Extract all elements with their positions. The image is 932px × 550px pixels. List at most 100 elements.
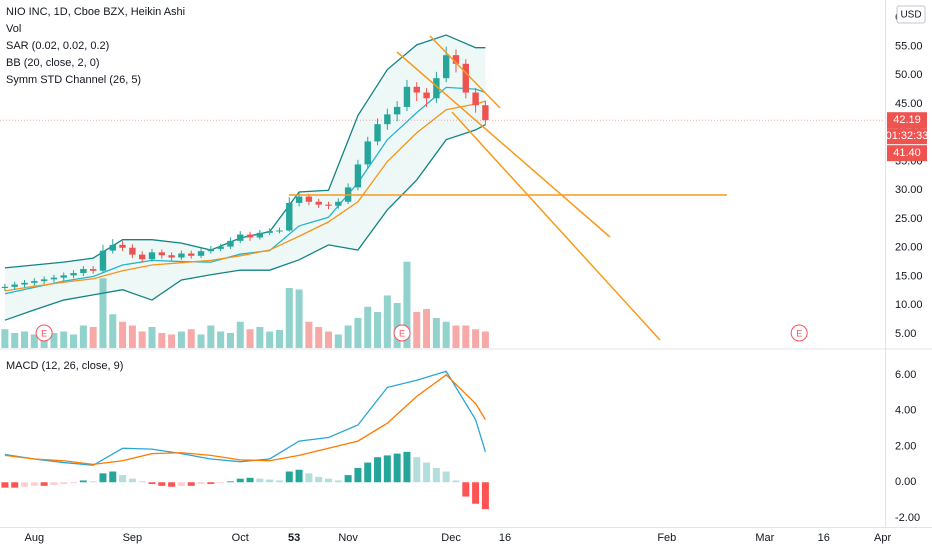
histogram-bar: [50, 482, 58, 485]
y-tick-label: 6.00: [895, 369, 916, 381]
histogram-bar: [40, 482, 48, 486]
y-tick-label: 5.00: [895, 328, 916, 340]
histogram-bar: [128, 478, 136, 483]
candle-body: [70, 273, 77, 276]
histogram-bar: [472, 482, 480, 504]
volume-bar: [334, 334, 342, 348]
x-tick-label: Feb: [657, 532, 676, 544]
histogram-bar: [462, 482, 470, 497]
candle-body: [50, 277, 58, 280]
histogram-bar: [79, 480, 87, 483]
volume-bar: [207, 325, 215, 348]
histogram-bar: [1, 482, 9, 488]
y-tick-label: -2.00: [895, 512, 920, 524]
histogram-bar: [187, 482, 195, 486]
histogram-bar: [226, 481, 234, 483]
histogram-bar: [11, 482, 19, 488]
symbol-title: NIO INC, 1D, Cboe BZX, Heikin Ashi: [6, 6, 185, 18]
candle-body: [207, 248, 215, 252]
y-tick-label: 4.00: [895, 405, 916, 417]
histogram-bar: [423, 462, 431, 483]
histogram-bar: [158, 482, 166, 486]
histogram-bar: [452, 480, 460, 483]
volume-bar: [432, 318, 440, 348]
last-price-label: 42.19: [893, 114, 921, 126]
candle-body: [452, 55, 460, 64]
volume-bar: [187, 329, 195, 348]
volume-bar: [11, 333, 19, 348]
candle-body: [256, 232, 264, 238]
volume-bar: [138, 331, 146, 348]
currency-box[interactable]: [896, 5, 926, 24]
volume-bar: [99, 278, 107, 348]
volume-bar: [413, 312, 421, 348]
histogram-bar: [305, 473, 313, 483]
histogram-bar: [138, 481, 146, 483]
histogram-bar: [21, 482, 29, 487]
y-tick-label: 0.00: [895, 476, 916, 488]
last-price-label-bg: [887, 112, 927, 129]
volume-bar: [226, 333, 234, 348]
volume-bar: [1, 329, 9, 348]
earnings-marker: [790, 324, 808, 342]
legend-item: SAR (0.02, 0.02, 0.2): [6, 40, 109, 52]
candle-body: [40, 279, 48, 282]
candle-body: [442, 55, 450, 79]
x-tick-label: 16: [499, 532, 511, 544]
histogram-bar: [481, 482, 489, 510]
histogram-bar: [197, 482, 205, 485]
y-tick-label: 10.00: [895, 299, 923, 311]
volume-bar: [285, 288, 293, 348]
candle-body: [158, 252, 166, 256]
volume-bar: [481, 331, 489, 348]
histogram-bar: [60, 482, 68, 485]
macd-line: [4, 374, 486, 466]
candle-body: [188, 253, 195, 256]
candle-body: [315, 201, 322, 205]
trend-line: [396, 51, 611, 238]
volume-bar: [168, 334, 176, 348]
x-tick-label: 16: [818, 532, 830, 544]
candle-body: [295, 196, 303, 203]
x-tick-label: Aug: [25, 532, 45, 544]
histogram-bar: [89, 481, 97, 483]
histogram-bar: [334, 480, 342, 483]
candle-body: [197, 251, 205, 256]
indicator-line: [4, 34, 486, 269]
candle-body: [129, 247, 136, 255]
candle-body: [80, 269, 87, 274]
candle-body: [335, 201, 342, 206]
volume-bar: [148, 327, 156, 348]
histogram-bar: [236, 478, 244, 483]
x-tick-label: Dec: [441, 532, 461, 544]
candle-body: [354, 164, 362, 188]
x-tick-label: Apr: [874, 532, 891, 544]
volume-bar: [217, 331, 225, 348]
volume-bar: [21, 331, 29, 348]
candle-body: [305, 196, 313, 202]
histogram-bar: [315, 476, 323, 483]
volume-bar: [275, 330, 283, 348]
candle-body: [99, 250, 107, 271]
histogram-bar: [344, 475, 352, 483]
histogram-bar: [99, 473, 107, 483]
histogram-bar: [177, 482, 185, 486]
candle-body: [227, 240, 234, 247]
volume-bar: [462, 325, 470, 348]
volume-bar: [60, 331, 68, 348]
histogram-bar: [354, 467, 362, 483]
histogram-bar: [275, 480, 283, 483]
indicator-line: [4, 124, 486, 321]
volume-bar: [266, 331, 274, 348]
histogram-bar: [148, 482, 156, 485]
candle-body: [60, 275, 67, 278]
histogram-bar: [295, 469, 303, 483]
candle-body: [1, 286, 9, 288]
candle-body: [482, 105, 489, 121]
volume-bar: [197, 334, 205, 348]
volume-bar: [393, 303, 401, 348]
volume-bar: [403, 261, 411, 348]
candle-body: [374, 124, 381, 142]
x-tick-label: Oct: [232, 532, 249, 544]
